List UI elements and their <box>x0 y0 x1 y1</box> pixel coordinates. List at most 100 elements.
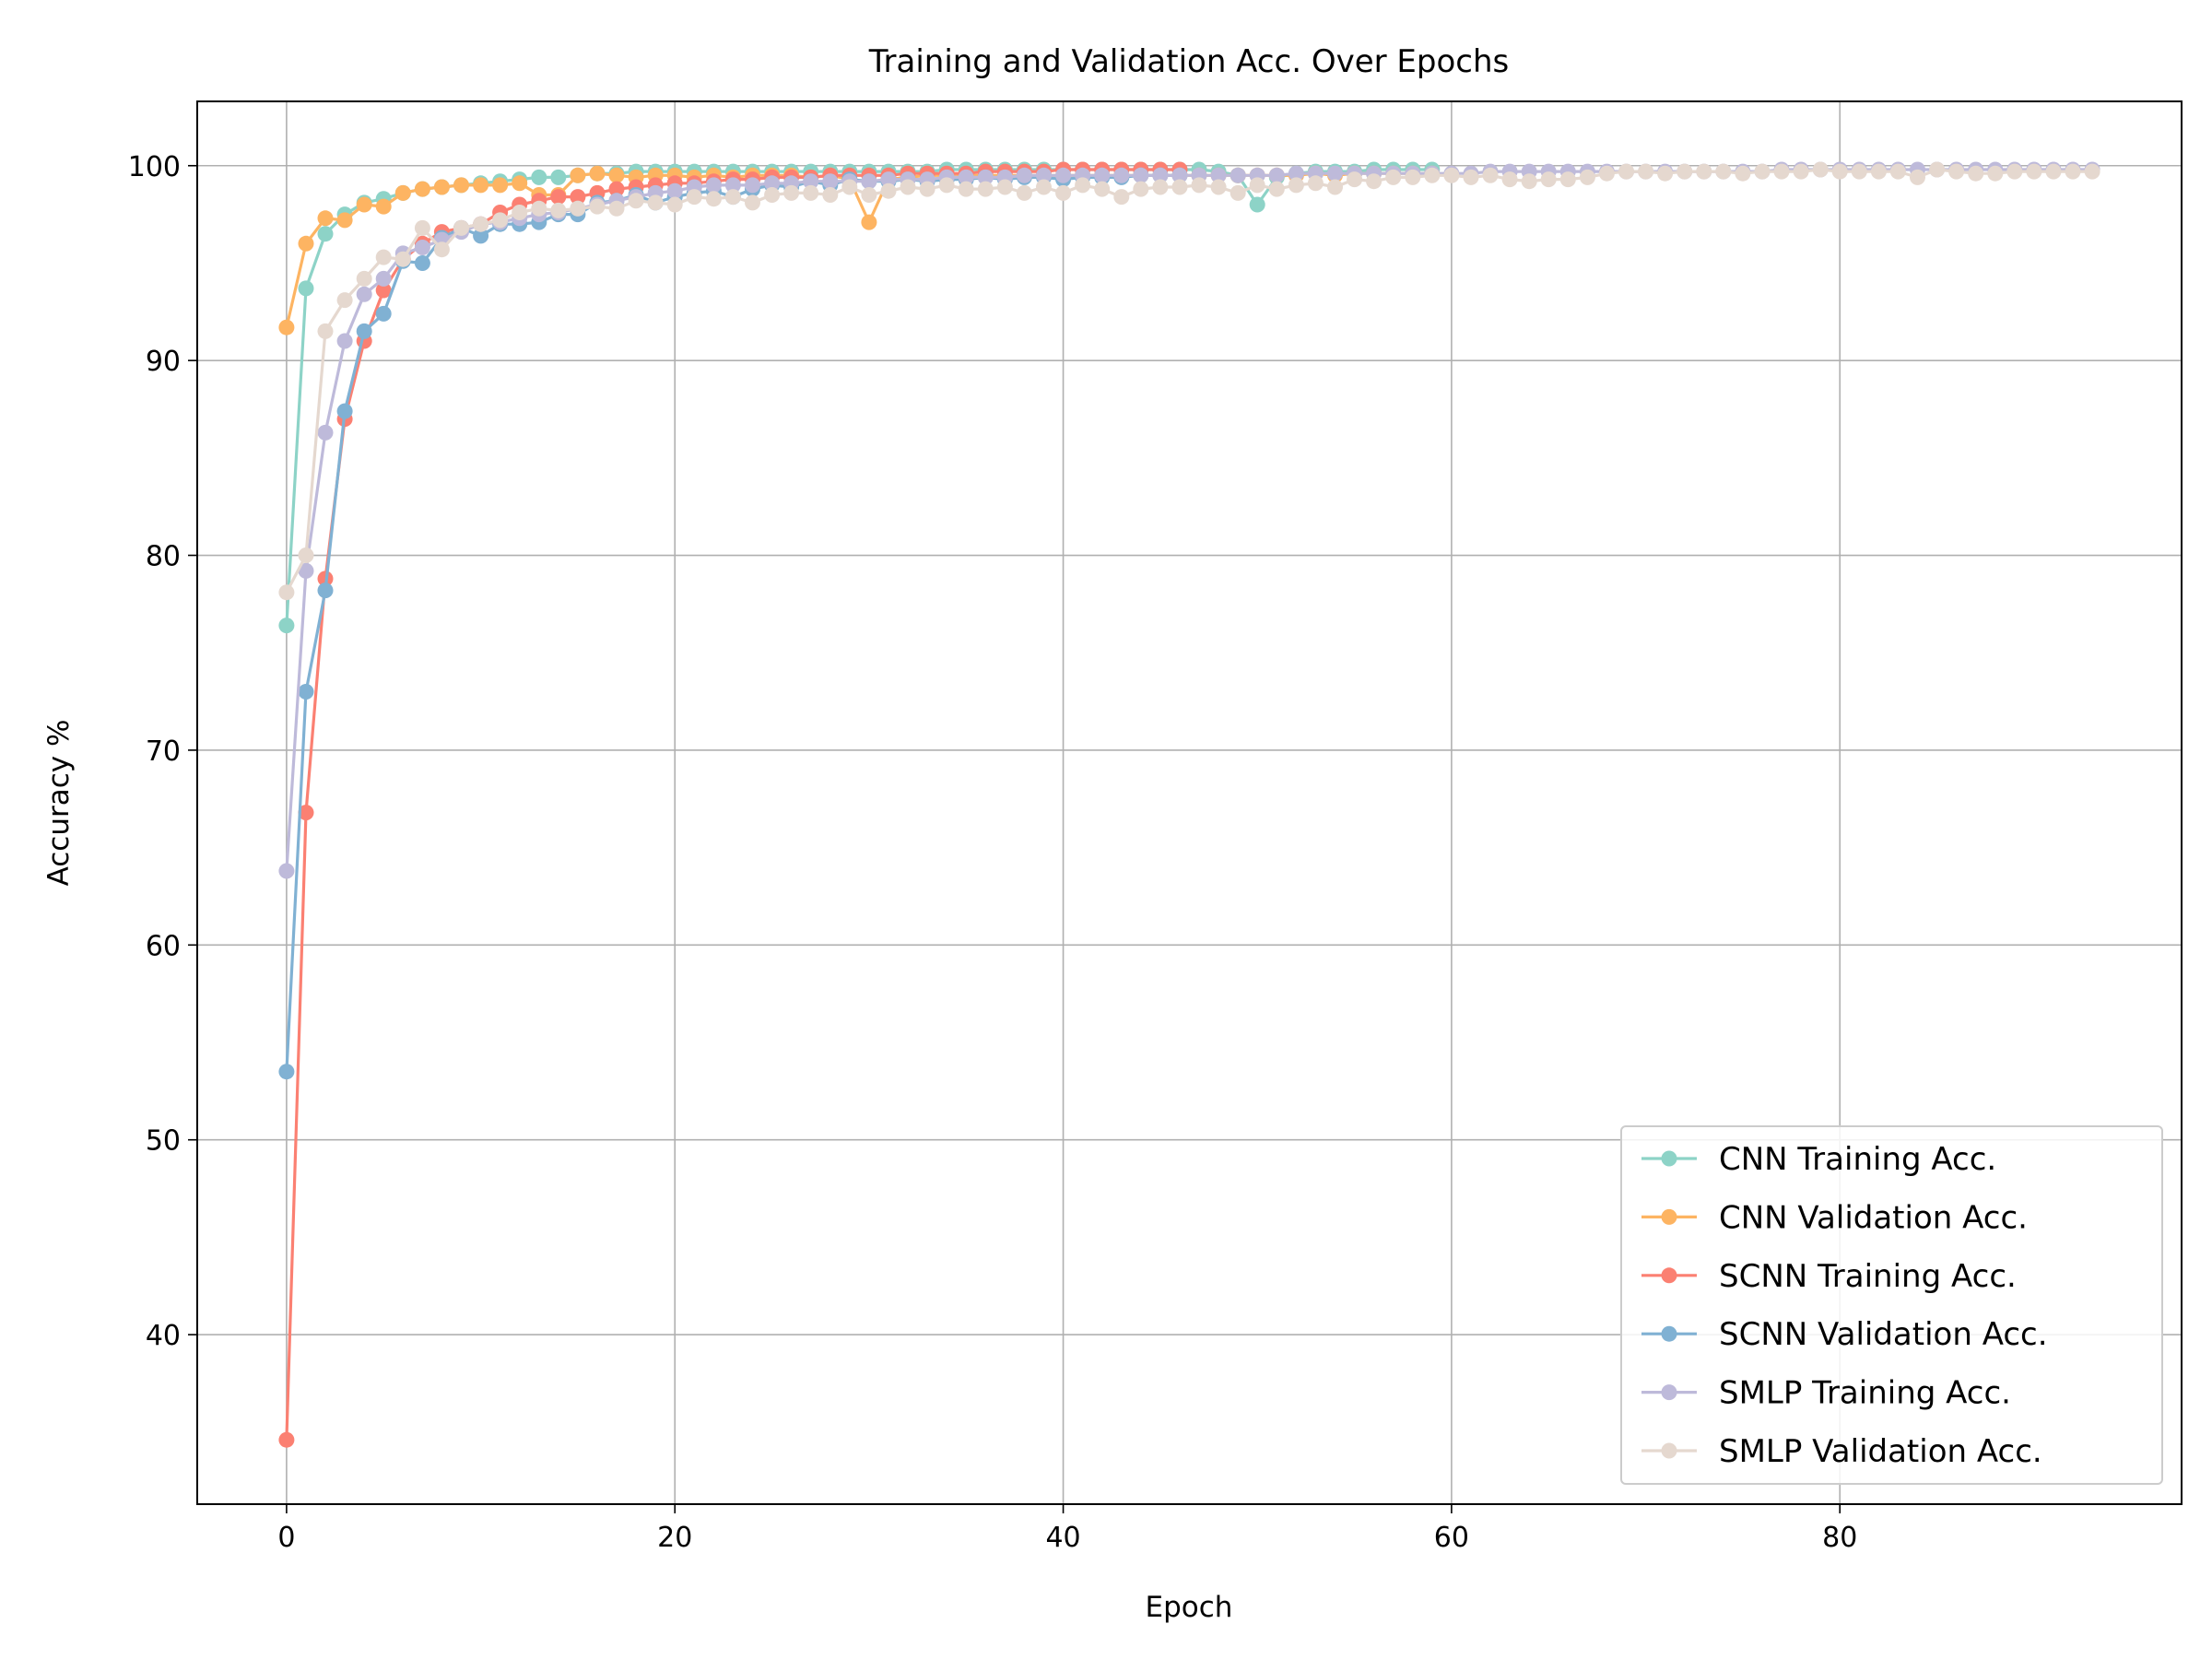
data-point <box>1307 175 1324 192</box>
data-point <box>453 177 469 194</box>
y-tick-label: 40 <box>146 1320 181 1352</box>
data-point <box>317 210 334 227</box>
data-point <box>822 173 839 190</box>
data-point <box>1579 169 1595 185</box>
data-point <box>1230 167 1246 183</box>
data-point <box>1657 165 1674 182</box>
data-point <box>1987 165 2004 182</box>
data-point <box>996 179 1013 195</box>
data-point <box>589 198 606 215</box>
data-point <box>394 251 411 267</box>
data-point <box>1036 167 1052 183</box>
y-tick-label: 90 <box>146 346 181 378</box>
data-point <box>1171 167 1188 183</box>
data-point <box>1230 184 1246 201</box>
x-axis-label: Epoch <box>1146 1591 1233 1624</box>
data-point <box>803 184 819 201</box>
data-point <box>1133 167 1149 183</box>
data-point <box>298 547 314 563</box>
data-point <box>473 177 489 194</box>
data-point <box>375 305 392 322</box>
legend-marker <box>1661 1150 1677 1167</box>
data-point <box>880 171 897 188</box>
data-point <box>608 167 625 183</box>
data-point <box>570 167 586 183</box>
x-tick-label: 20 <box>657 1522 692 1554</box>
legend-label: SCNN Validation Acc. <box>1719 1316 2048 1353</box>
chart-title: Training and Validation Acc. Over Epochs <box>868 43 1510 80</box>
legend-marker <box>1661 1325 1677 1342</box>
y-tick-label: 100 <box>128 151 181 183</box>
data-point <box>1831 163 1848 180</box>
data-point <box>1405 169 1421 185</box>
data-point <box>900 179 916 195</box>
y-tick-label: 80 <box>146 541 181 573</box>
data-point <box>1559 171 1576 188</box>
data-point <box>1016 167 1032 183</box>
data-point <box>298 280 314 297</box>
data-point <box>608 181 625 197</box>
series-6 <box>278 161 2100 601</box>
data-point <box>589 165 606 182</box>
data-point <box>2026 163 2042 180</box>
data-point <box>1968 165 1984 182</box>
data-point <box>1210 167 1227 183</box>
y-tick-label: 50 <box>146 1125 181 1158</box>
legend-frame <box>1620 1125 2163 1485</box>
data-point <box>1385 169 1402 185</box>
data-point <box>1812 161 1829 178</box>
data-point <box>512 205 528 220</box>
data-point <box>317 582 334 599</box>
data-point <box>841 179 858 195</box>
series-line <box>285 168 2093 594</box>
data-point <box>1249 177 1265 194</box>
data-point <box>1171 179 1188 195</box>
data-point <box>298 562 314 579</box>
data-point <box>861 173 877 190</box>
data-point <box>1870 163 1887 180</box>
data-point <box>336 403 353 419</box>
data-point <box>492 177 509 194</box>
data-point <box>745 194 760 211</box>
data-point <box>414 255 430 271</box>
legend-marker <box>1661 1208 1677 1225</box>
data-point <box>375 198 392 215</box>
data-point <box>2045 163 2062 180</box>
data-point <box>977 181 994 197</box>
data-point <box>2084 163 2100 180</box>
data-point <box>278 863 295 879</box>
data-point <box>803 173 819 190</box>
data-point <box>2065 163 2081 180</box>
legend-marker <box>1661 1442 1677 1459</box>
data-point <box>1366 173 1382 190</box>
data-point <box>278 1431 295 1448</box>
data-point <box>724 177 741 194</box>
x-tick-label: 0 <box>277 1522 295 1554</box>
data-point <box>764 187 781 203</box>
data-point <box>433 241 450 258</box>
data-point <box>550 189 567 206</box>
data-point <box>1075 177 1091 194</box>
data-point <box>512 175 528 192</box>
data-point <box>298 684 314 700</box>
data-point <box>356 323 372 339</box>
data-point <box>1735 165 1751 182</box>
legend-marker <box>1661 1267 1677 1284</box>
data-point <box>666 182 683 199</box>
data-point <box>531 200 547 217</box>
series-layer <box>278 161 2100 1448</box>
data-point <box>317 226 334 242</box>
data-point <box>550 202 567 218</box>
legend-entry: CNN Training Acc. <box>1641 1141 1996 1178</box>
data-point <box>2006 163 2023 180</box>
data-point <box>977 169 994 185</box>
data-point <box>336 212 353 229</box>
data-point <box>1910 169 1925 185</box>
data-point <box>375 282 392 299</box>
data-point <box>1424 167 1441 183</box>
x-tick-label: 40 <box>1045 1522 1080 1554</box>
data-point <box>1696 163 1712 180</box>
data-point <box>608 200 625 217</box>
data-point <box>861 187 877 203</box>
legend-label: CNN Validation Acc. <box>1719 1199 2028 1236</box>
